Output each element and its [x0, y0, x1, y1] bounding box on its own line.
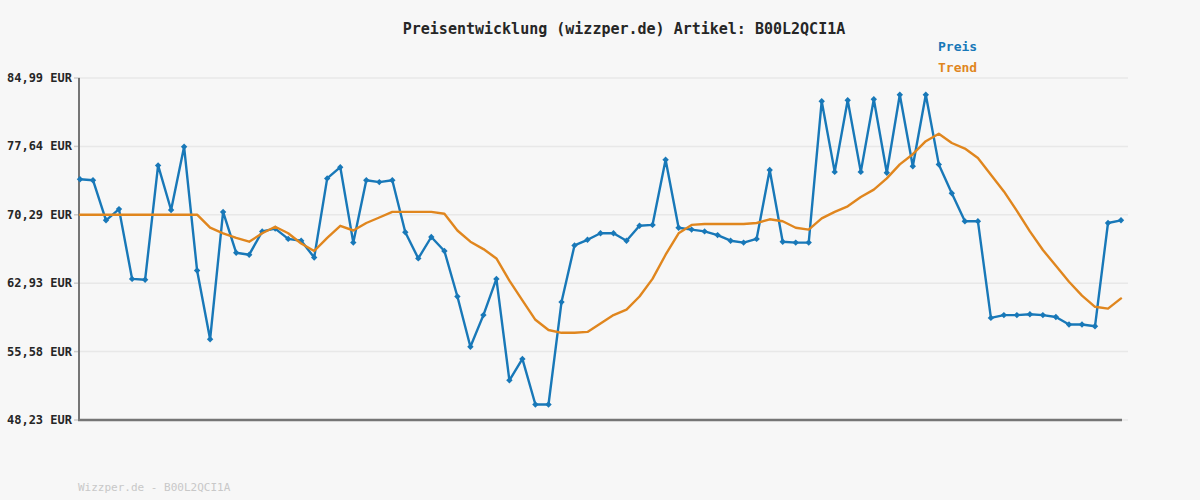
data-point-marker	[871, 96, 877, 102]
data-point-marker	[923, 92, 929, 98]
y-axis-tick-label: 48,23 EUR	[0, 412, 72, 428]
data-point-marker	[780, 239, 786, 245]
data-point-marker	[988, 315, 994, 321]
y-axis-tick-label: 84,99 EUR	[0, 70, 72, 86]
data-point-marker	[545, 401, 551, 407]
legend-item-trend: Trend	[938, 60, 977, 75]
data-point-marker	[181, 144, 187, 150]
data-point-marker	[1118, 217, 1124, 223]
data-point-marker	[363, 177, 369, 183]
data-point-marker	[532, 401, 538, 407]
price-chart-canvas	[0, 0, 1200, 500]
data-point-marker	[740, 239, 746, 245]
data-point-marker	[806, 239, 812, 245]
y-axis-tick-label: 77,64 EUR	[0, 138, 72, 154]
data-point-marker	[819, 98, 825, 104]
data-point-marker	[1040, 312, 1046, 318]
data-point-marker	[454, 293, 460, 299]
data-point-marker	[845, 97, 851, 103]
data-point-marker	[793, 239, 799, 245]
data-point-marker	[389, 177, 395, 183]
data-point-marker	[493, 276, 499, 282]
y-axis-tick-label: 70,29 EUR	[0, 207, 72, 223]
data-point-marker	[649, 222, 656, 228]
data-point-marker	[897, 92, 903, 98]
data-point-marker	[975, 218, 981, 224]
data-point-marker	[910, 163, 916, 169]
data-point-marker	[233, 250, 239, 256]
data-point-marker	[1001, 312, 1007, 318]
data-point-marker	[675, 225, 681, 231]
data-point-marker	[1105, 220, 1111, 226]
data-point-marker	[155, 162, 161, 168]
data-point-marker	[194, 267, 200, 273]
chart-title: Preisentwicklung (wizzper.de) Artikel: B…	[24, 20, 1200, 38]
data-point-marker	[467, 344, 473, 350]
data-point-marker	[1079, 321, 1085, 327]
data-point-marker	[701, 228, 707, 234]
data-point-marker	[168, 207, 174, 213]
preis-line	[80, 95, 1121, 405]
legend-item-preis: Preis	[938, 39, 977, 54]
data-point-marker	[1092, 323, 1098, 329]
data-point-marker	[90, 177, 96, 183]
data-point-marker	[129, 276, 135, 282]
data-point-marker	[767, 167, 773, 173]
watermark-text: Wizzper.de - B00L2QCI1A	[78, 481, 230, 494]
data-point-marker	[558, 299, 564, 305]
data-point-marker	[376, 179, 382, 185]
data-point-marker	[350, 239, 356, 245]
data-point-marker	[1014, 312, 1020, 318]
data-point-marker	[753, 236, 760, 242]
y-axis-tick-label: 55,58 EUR	[0, 344, 72, 360]
data-point-marker	[1027, 311, 1033, 317]
data-point-marker	[142, 277, 148, 283]
data-point-marker	[832, 169, 838, 175]
data-point-marker	[77, 176, 83, 182]
y-axis-tick-label: 62,93 EUR	[0, 275, 72, 291]
data-point-marker	[662, 157, 668, 163]
data-point-marker	[207, 336, 213, 342]
data-point-marker	[858, 169, 865, 175]
price-history-chart: Preisentwicklung (wizzper.de) Artikel: B…	[0, 0, 1200, 500]
data-point-marker	[480, 312, 486, 318]
